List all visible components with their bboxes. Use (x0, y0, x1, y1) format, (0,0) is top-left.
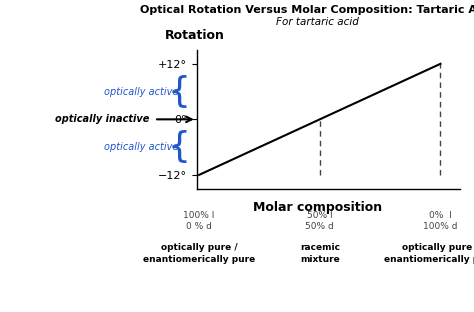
Text: optically active: optically active (104, 86, 179, 97)
Text: {: { (168, 75, 191, 109)
Text: optically active: optically active (104, 142, 179, 152)
Text: Optical Rotation Versus Molar Composition: Tartaric Acid: Optical Rotation Versus Molar Compositio… (140, 5, 474, 15)
Text: Rotation: Rotation (165, 29, 225, 41)
Text: Molar composition: Molar composition (253, 201, 382, 214)
Text: optically inactive: optically inactive (55, 114, 149, 124)
Text: 50% l
50% d: 50% l 50% d (305, 211, 334, 232)
Text: racemic
mixture: racemic mixture (300, 243, 340, 264)
Text: optically pure /
enantiomerically pure: optically pure / enantiomerically pure (143, 243, 255, 264)
Text: 100% l
0 % d: 100% l 0 % d (183, 211, 215, 232)
Text: optically pure /
enantiomerically pure: optically pure / enantiomerically pure (384, 243, 474, 264)
Text: {: { (168, 130, 191, 164)
Text: 0%  l
100% d: 0% l 100% d (423, 211, 458, 232)
Text: For tartaric acid: For tartaric acid (276, 17, 359, 27)
